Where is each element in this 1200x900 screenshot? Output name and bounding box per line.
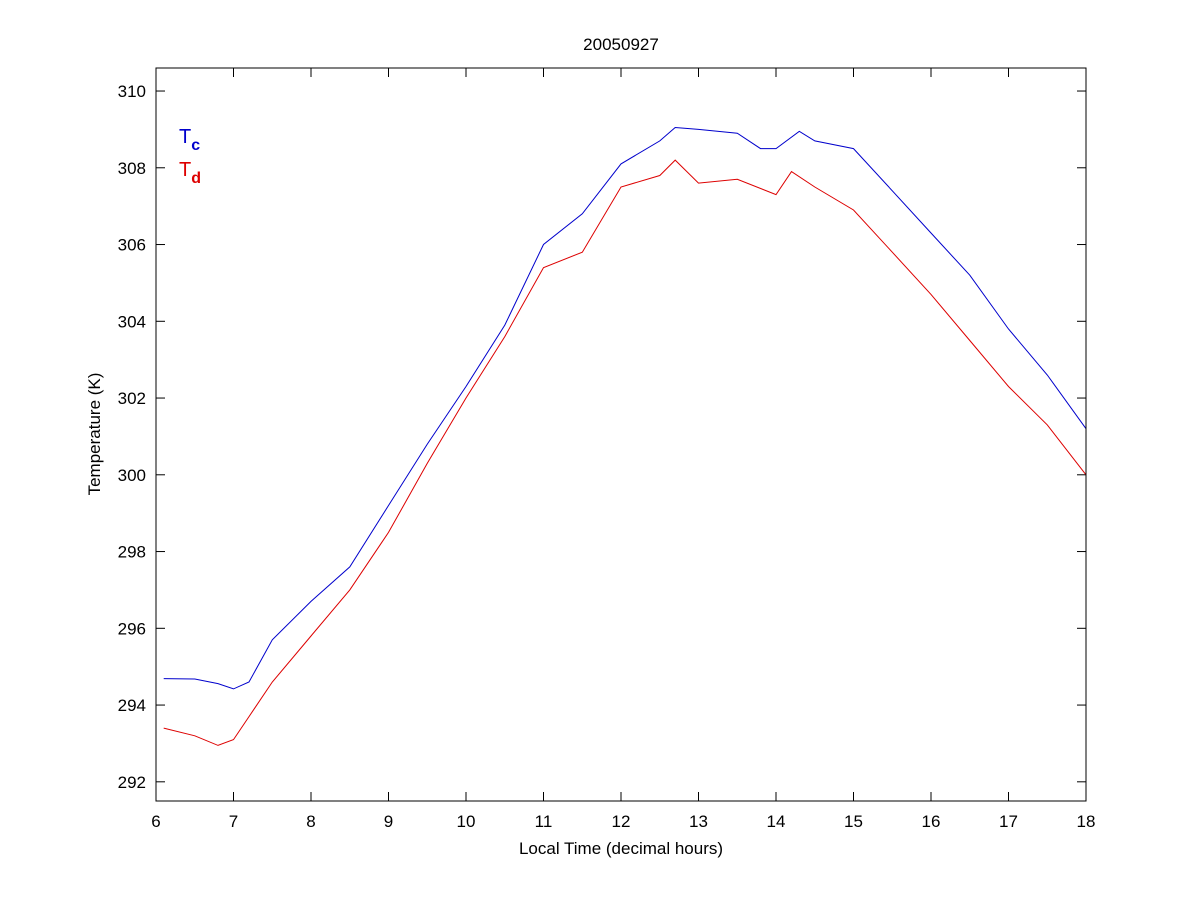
legend-entry-Tc: Tc <box>179 126 200 154</box>
series-line-tc <box>163 126 1087 690</box>
x-tick-label: 14 <box>767 812 786 831</box>
x-tick-label: 13 <box>689 812 708 831</box>
x-tick-label: 15 <box>844 812 863 831</box>
y-tick-label: 292 <box>118 773 146 792</box>
chart-title: 20050927 <box>583 35 659 54</box>
x-tick-label: 9 <box>384 812 393 831</box>
x-axis-label: Local Time (decimal hours) <box>519 839 723 858</box>
legend: Tc Td <box>179 126 201 187</box>
x-tick-label: 12 <box>612 812 631 831</box>
series-line-td <box>163 159 1087 746</box>
y-axis-label: Temperature (K) <box>85 373 104 496</box>
y-tick-label: 300 <box>118 466 146 485</box>
y-tick-label: 294 <box>118 696 146 715</box>
x-tick-label: 16 <box>922 812 941 831</box>
x-tick-label: 11 <box>535 812 553 831</box>
x-tick-label: 8 <box>306 812 315 831</box>
y-tick-label: 304 <box>118 312 146 331</box>
y-tick-label: 296 <box>118 619 146 638</box>
plot-frame <box>155 67 1087 802</box>
legend-entry-Td: Td <box>179 159 201 187</box>
y-tick-label: 302 <box>118 389 146 408</box>
x-tick-label: 6 <box>151 812 160 831</box>
x-tick-label: 17 <box>999 812 1018 831</box>
x-tick-label: 7 <box>229 812 238 831</box>
y-tick-label: 306 <box>118 236 146 255</box>
y-tick-label: 310 <box>118 82 146 101</box>
y-tick-label: 298 <box>118 543 146 562</box>
x-tick-label: 18 <box>1077 812 1096 831</box>
x-tick-label: 10 <box>457 812 476 831</box>
y-tick-label: 308 <box>118 159 146 178</box>
